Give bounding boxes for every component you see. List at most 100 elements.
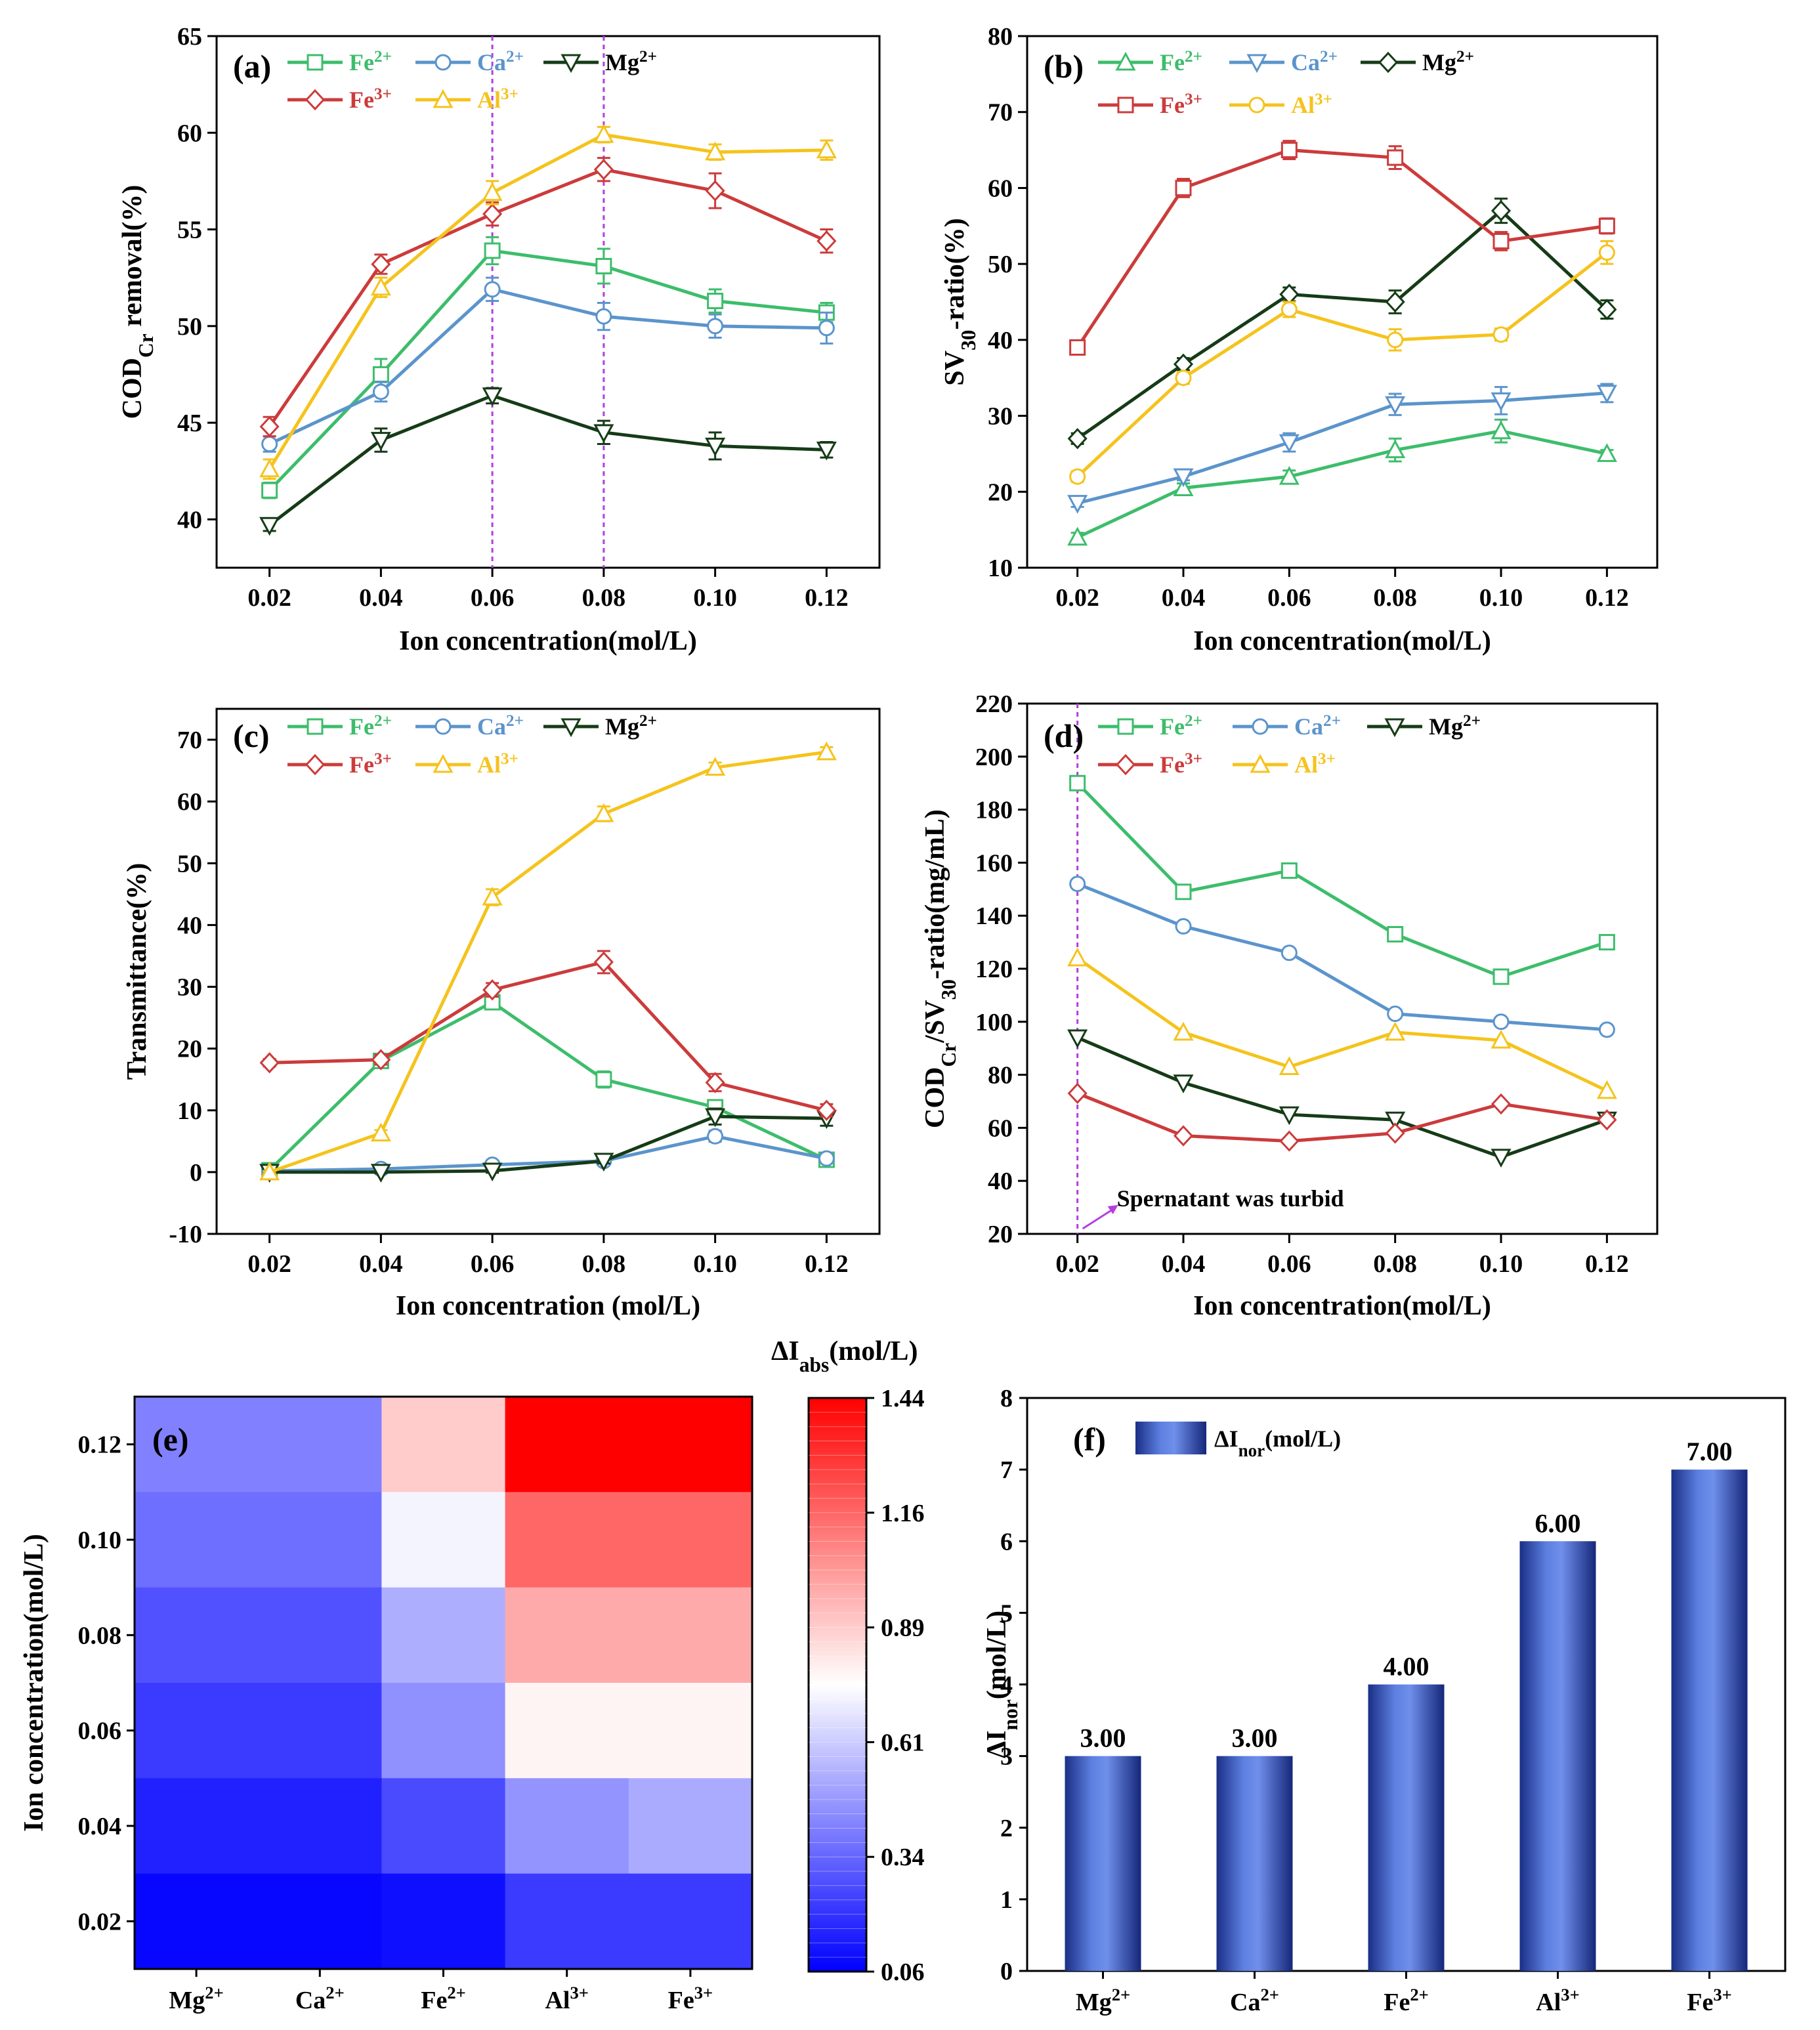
legend-marker <box>1248 96 1265 114</box>
series-line <box>268 133 827 471</box>
y-tick-label: 40 <box>988 1168 1013 1195</box>
series-fe3plus <box>1069 140 1615 356</box>
series-line <box>1076 148 1607 349</box>
data-point <box>259 415 280 438</box>
legend-label-charge: 2+ <box>374 712 392 730</box>
series-al3plus <box>1067 947 1617 1099</box>
x-tick-label-charge: 3+ <box>694 1983 713 2002</box>
legend-label-symbol: Ca <box>477 49 506 75</box>
data-point <box>816 1099 837 1121</box>
legend-marker <box>307 718 324 735</box>
x-tick-label-charge: 3+ <box>1561 1985 1579 2004</box>
data-point <box>482 203 503 225</box>
y-axis-label-rest: (mol/L) <box>982 1611 1012 1699</box>
legend-label-symbol: Fe <box>349 49 374 75</box>
data-point <box>1385 1021 1406 1041</box>
heatmap-cell <box>135 1587 259 1683</box>
bar-value-label: 6.00 <box>1535 1508 1581 1538</box>
legend-label-symbol: Al <box>477 751 501 778</box>
data-point <box>707 1128 724 1145</box>
series-al3plus <box>259 124 837 480</box>
heatmap-cell <box>628 1683 753 1779</box>
y-tick-label: 0.06 <box>78 1718 122 1745</box>
legend-label: ΔInor(mol/L) <box>1214 1426 1341 1460</box>
x-tick-label: 0.08 <box>1373 584 1417 612</box>
x-tick-label: 0.12 <box>1585 1250 1629 1278</box>
series-line <box>268 1000 828 1172</box>
x-tick-label: 0.04 <box>1162 584 1206 612</box>
bar-value-label: 3.00 <box>1080 1723 1126 1753</box>
series-fe2plus <box>1067 418 1617 546</box>
x-tick-label: 0.06 <box>471 1250 515 1278</box>
plot-frame <box>1026 35 1659 569</box>
y-tick-label: 120 <box>975 956 1013 983</box>
series-fe2plus <box>1069 774 1615 985</box>
legend-label: Fe2+ <box>349 48 392 76</box>
y-tick-label: -10 <box>169 1221 202 1248</box>
y-axis-label-sub: nor <box>999 1699 1022 1730</box>
data-point <box>1175 370 1192 387</box>
data-point <box>1596 1080 1617 1099</box>
data-point <box>1491 1093 1512 1115</box>
plot-frame <box>215 708 881 1235</box>
y-axis-label-sub: Cr <box>937 1043 960 1067</box>
x-tick-label: 0.04 <box>359 1250 403 1278</box>
legend-label: Al3+ <box>477 750 518 778</box>
y-tick-label: 0.08 <box>78 1622 122 1649</box>
y-tick-label: 20 <box>177 1036 202 1063</box>
y-axis-label-main: COD <box>920 1067 950 1128</box>
data-point <box>1069 876 1086 893</box>
heatmap-cell <box>381 1873 506 1970</box>
y-tick-label: 40 <box>177 506 202 534</box>
bar <box>1368 1684 1445 1971</box>
y-tick-label: 40 <box>177 912 202 939</box>
y-tick-label: 180 <box>975 797 1013 824</box>
data-point <box>1491 1149 1512 1168</box>
panel-a-chart: 0.02 0.04 0.06 0.08 0.10 0.12 40 45 50 55 60 65 Ion … <box>117 23 881 656</box>
x-tick-label: Fe3+ <box>1687 1985 1732 2016</box>
series-line <box>1076 251 1608 478</box>
legend-label: Mg2+ <box>605 712 657 740</box>
data-point <box>1280 862 1298 879</box>
panel-label: (a) <box>233 48 271 85</box>
series-al3plus <box>1069 240 1615 485</box>
legend-marker <box>434 718 452 735</box>
legend-label: Fe3+ <box>1160 750 1202 778</box>
series-line <box>1076 429 1607 539</box>
series-fe3plus <box>259 950 837 1121</box>
legend-marker <box>561 718 582 738</box>
data-point <box>1279 465 1300 485</box>
data-point <box>1279 1130 1300 1152</box>
x-tick-label-symbol: Al <box>545 1987 570 2014</box>
y-tick-label: 2 <box>1000 1815 1013 1842</box>
y-axis-label: Ion concentration(mol/L) <box>19 1534 49 1832</box>
data-point <box>705 180 725 201</box>
x-tick-label: 0.08 <box>1373 1250 1417 1278</box>
y-tick-label: 5 <box>1000 1599 1013 1627</box>
y-tick-label: 60 <box>177 788 202 816</box>
legend-label-charge: 2+ <box>1323 712 1341 730</box>
data-point <box>1067 526 1088 546</box>
data-point <box>818 320 835 337</box>
data-point <box>259 1161 280 1181</box>
legend-marker <box>305 89 326 111</box>
y-tick-label: 140 <box>975 902 1013 930</box>
legend-label-charge: 3+ <box>501 750 518 768</box>
x-tick-label: 0.10 <box>693 1250 737 1278</box>
heatmap-cell <box>505 1683 629 1779</box>
bar <box>1216 1756 1293 1971</box>
y-tick-label: 40 <box>988 327 1013 354</box>
heatmap-cell <box>381 1587 506 1683</box>
x-tick-label: 0.02 <box>247 1250 291 1278</box>
x-tick-label-charge: 2+ <box>205 1983 223 2002</box>
heatmap-cell <box>505 1397 629 1492</box>
legend-marker <box>1115 51 1136 71</box>
data-point <box>1597 299 1617 320</box>
y-tick-label: 45 <box>177 410 202 437</box>
data-point <box>1598 1021 1615 1038</box>
x-tick-label-symbol: Fe <box>668 1987 694 2014</box>
legend-item: Al3+ <box>415 750 518 778</box>
data-point <box>1173 477 1194 496</box>
series-line <box>1077 391 1607 505</box>
data-point <box>1069 339 1086 356</box>
